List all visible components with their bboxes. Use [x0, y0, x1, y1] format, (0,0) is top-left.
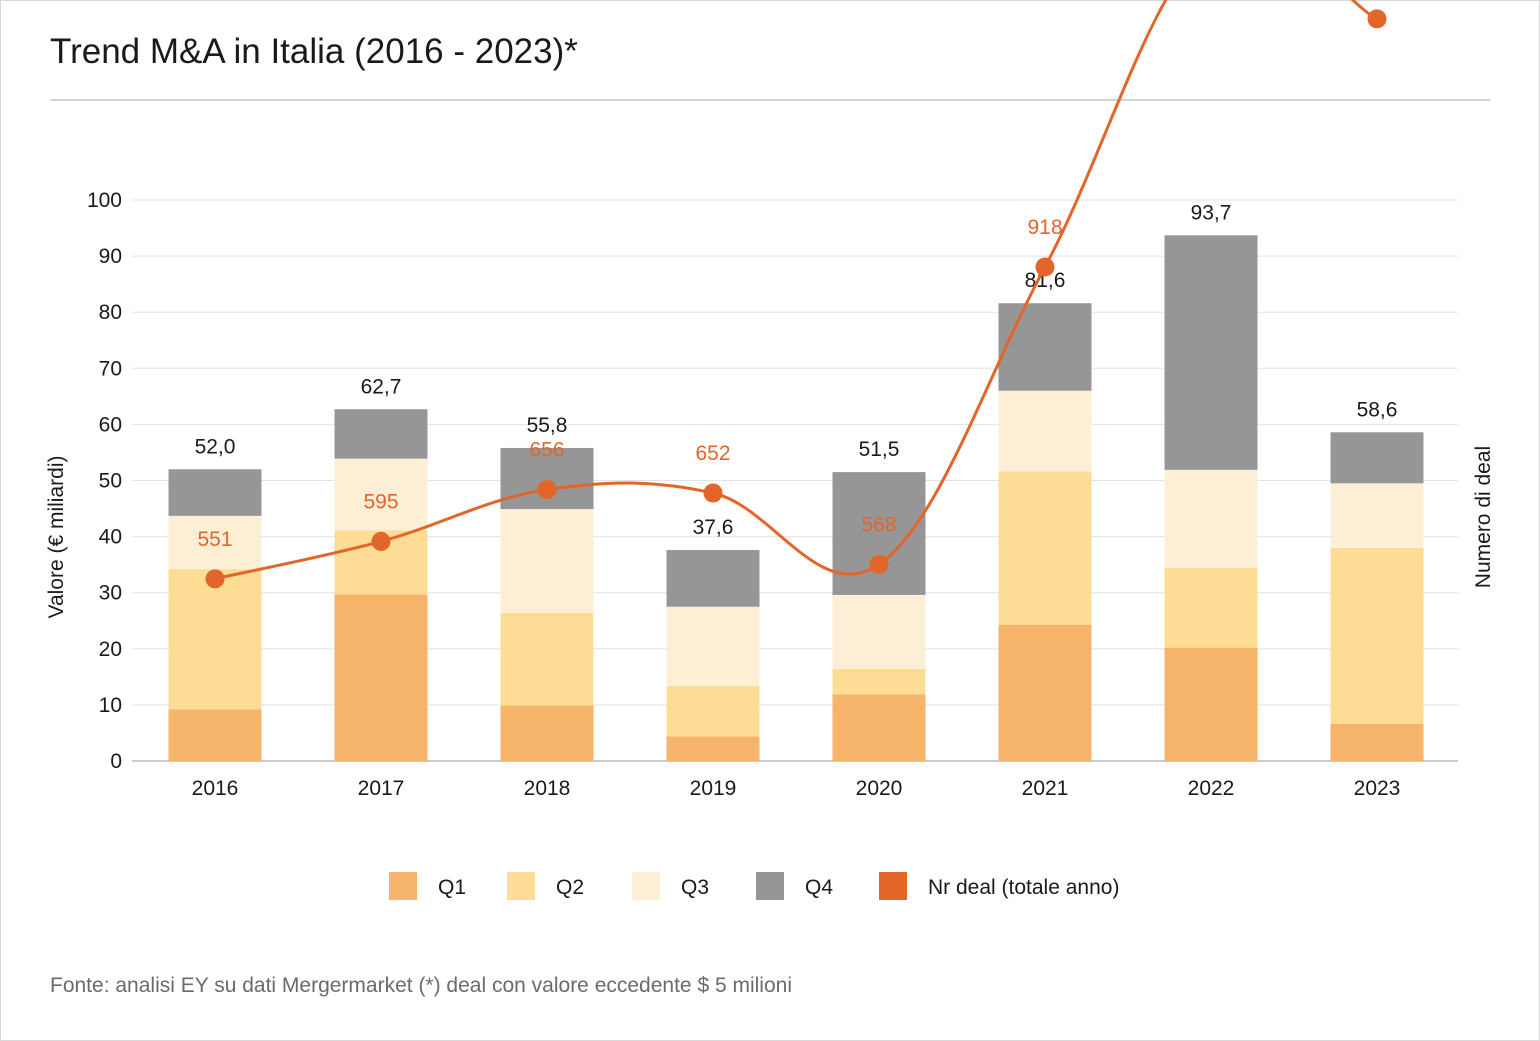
bar-segment-q2 [500, 612, 594, 706]
deal-count-point [537, 480, 557, 500]
x-tick-label: 2020 [856, 777, 903, 800]
x-tick-label: 2021 [1022, 777, 1069, 800]
legend-label: Q3 [681, 876, 709, 899]
bar-segment-q1 [998, 624, 1092, 761]
deal-count-label: 918 [1027, 216, 1062, 239]
bar-segment-q1 [1164, 647, 1258, 761]
y-tick-label: 90 [99, 245, 122, 268]
bar-total-label: 51,5 [859, 438, 900, 461]
x-tick-label: 2016 [192, 777, 239, 800]
x-tick-label: 2017 [358, 777, 405, 800]
deal-count-label: 656 [529, 439, 564, 462]
legend-label: Q1 [438, 876, 466, 899]
bar-segment-q3 [1164, 469, 1258, 569]
x-tick-label: 2023 [1354, 777, 1401, 800]
deal-count-point [205, 569, 225, 589]
bar-segment-q2 [666, 685, 760, 737]
deal-count-label: 568 [861, 513, 896, 536]
legend-swatch-deals [879, 872, 907, 900]
deal-count-point [1035, 257, 1055, 277]
y2-axis-title: Numero di deal [1472, 446, 1495, 588]
y-tick-label: 100 [87, 189, 122, 212]
y-axis-title: Valore (€ miliardi) [45, 456, 68, 619]
deal-count-line [214, 0, 1378, 581]
bar-segment-q2 [168, 569, 262, 710]
bar-segment-q3 [500, 509, 594, 613]
legend-label: Q2 [556, 876, 584, 899]
deal-count-point [371, 531, 391, 551]
bar-total-label: 52,0 [195, 435, 236, 458]
y-tick-label: 60 [99, 413, 122, 436]
bar-segment-q1 [1330, 723, 1424, 761]
bar-segment-q4 [168, 469, 262, 516]
y-tick-label: 0 [110, 750, 122, 773]
deal-count-label: 595 [363, 490, 398, 513]
y-tick-label: 10 [99, 694, 122, 717]
bar-total-label: 37,6 [693, 516, 734, 539]
bar-segment-q4 [1164, 235, 1258, 470]
x-tick-label: 2019 [690, 777, 737, 800]
bar-total-label: 58,6 [1357, 398, 1398, 421]
bar-segment-q2 [832, 668, 926, 695]
bar-segment-q2 [1164, 568, 1258, 648]
legend-swatch-q3 [632, 872, 660, 900]
y-tick-label: 70 [99, 357, 122, 380]
bar-segment-q1 [334, 594, 428, 761]
bar-segment-q4 [666, 550, 760, 607]
bar-segment-q1 [832, 694, 926, 761]
bar-segment-q2 [998, 471, 1092, 625]
y-tick-label: 50 [99, 470, 122, 493]
bar-segment-q4 [334, 409, 428, 459]
legend-swatch-q1 [389, 872, 417, 900]
deal-count-label: 551 [197, 528, 232, 551]
bar-segment-q1 [500, 705, 594, 761]
bar-segment-q1 [168, 709, 262, 761]
y-tick-label: 20 [99, 638, 122, 661]
x-tick-label: 2018 [524, 777, 571, 800]
bar-total-label: 55,8 [527, 414, 568, 437]
y-tick-label: 40 [99, 526, 122, 549]
bar-segment-q3 [168, 515, 262, 570]
source-footnote: Fonte: analisi EY su dati Mergermarket (… [50, 974, 792, 997]
bar-total-label: 62,7 [361, 375, 402, 398]
bar-segment-q3 [832, 594, 926, 669]
legend-label: Q4 [805, 876, 833, 899]
deal-count-point [1367, 9, 1387, 29]
legend-swatch-q2 [507, 872, 535, 900]
deal-count-point [869, 554, 889, 574]
bar-segment-q2 [1330, 547, 1424, 724]
legend-label: Nr deal (totale anno) [928, 876, 1119, 899]
y-tick-label: 30 [99, 582, 122, 605]
deal-count-point [703, 483, 723, 503]
bar-segment-q3 [334, 458, 428, 531]
y-tick-label: 80 [99, 301, 122, 324]
deal-count-label: 652 [695, 442, 730, 465]
bar-segment-q3 [666, 606, 760, 686]
title-divider [50, 99, 1490, 101]
bar-segment-q4 [998, 303, 1092, 391]
x-tick-label: 2022 [1188, 777, 1235, 800]
bar-segment-q3 [998, 390, 1092, 472]
bar-segment-q3 [1330, 483, 1424, 548]
legend-swatch-q4 [756, 872, 784, 900]
chart-title: Trend M&A in Italia (2016 - 2023)* [50, 32, 578, 71]
bar-segment-q1 [666, 736, 760, 761]
bar-total-label: 93,7 [1191, 201, 1232, 224]
bar-segment-q4 [1330, 432, 1424, 484]
